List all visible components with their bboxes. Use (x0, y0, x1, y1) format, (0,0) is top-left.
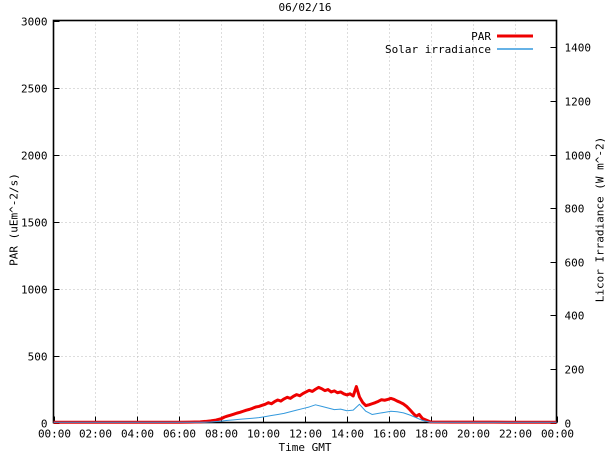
tick-label-x: 00:00 (541, 428, 574, 441)
plot-frame (52, 19, 558, 424)
x-axis-label: Time GMT (278, 441, 332, 454)
tick-label-x: 08:00 (205, 428, 238, 441)
tick-label-x: 06:00 (163, 428, 196, 441)
tick-label-x: 04:00 (121, 428, 154, 441)
tick-label-x: 22:00 (499, 428, 532, 441)
tick-label-x: 14:00 (331, 428, 364, 441)
tick-label-x: 20:00 (457, 428, 490, 441)
tick-label-x: 12:00 (289, 428, 322, 441)
tick-label-y-left: 2500 (21, 83, 48, 96)
tick-label-y-right: 400 (565, 310, 585, 323)
tick-label-y-right: 200 (565, 364, 585, 377)
tick-label-y-right: 1000 (565, 150, 592, 163)
tick-label-y-left: 2000 (21, 150, 48, 163)
tick-label-y-right: 800 (565, 203, 585, 216)
tick-label-y-right: 1200 (565, 96, 592, 109)
tick-label-x: 00:00 (38, 428, 71, 441)
tick-label-x: 16:00 (373, 428, 406, 441)
tick-label-y-left: 500 (28, 351, 48, 364)
axis-ticks (53, 21, 558, 424)
tick-label-x: 18:00 (415, 428, 448, 441)
tick-label-y-right: 600 (565, 257, 585, 270)
tick-label-y-right: 0 (565, 418, 572, 431)
legend-item-par-label: PAR (471, 30, 491, 43)
tick-label-x: 10:00 (247, 428, 280, 441)
tick-label-y-left: 3000 (21, 16, 48, 29)
gridlines (53, 20, 557, 423)
legend-item-solar-irradiance-label: Solar irradiance (385, 43, 491, 56)
series-line-solar-irradiance (53, 403, 557, 423)
tick-labels: 0 500 1000 1500 2000 2500 3000 0 200 400 600 800 100… (21, 16, 591, 441)
plot-border (52, 19, 558, 424)
tick-label-y-right: 1400 (565, 42, 592, 55)
series-line-par (53, 385, 557, 424)
tick-label-y-left: 0 (41, 418, 48, 431)
tick-label-y-left: 1000 (21, 284, 48, 297)
data-series-group (53, 385, 557, 424)
chart-title: 06/02/16 (278, 1, 332, 14)
tick-label-x: 02:00 (79, 428, 112, 441)
tick-label-y-left: 1500 (21, 217, 48, 230)
